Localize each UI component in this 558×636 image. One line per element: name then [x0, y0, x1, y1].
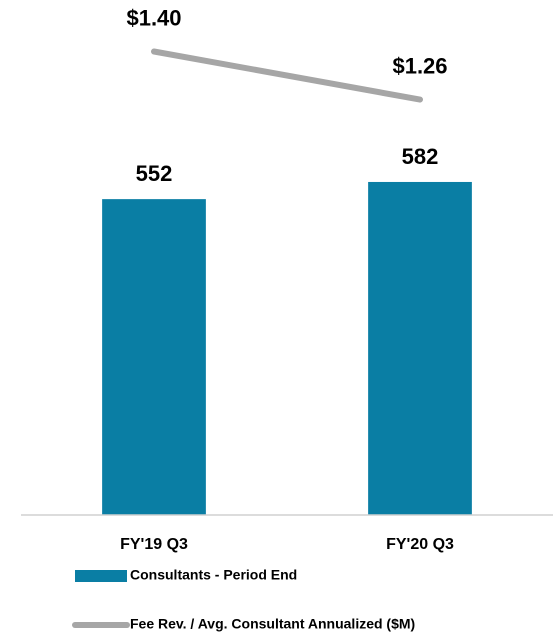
- data-label: $1.40: [126, 5, 181, 30]
- line: [151, 48, 423, 103]
- x-tick-label: FY'20 Q3: [386, 536, 454, 553]
- data-label: $1.26: [392, 53, 447, 78]
- legend-label: Fee Rev. / Avg. Consultant Annualized ($…: [130, 616, 415, 632]
- data-label: 552: [136, 161, 173, 186]
- data-label: 582: [402, 144, 439, 169]
- x-tick-label: FY'19 Q3: [120, 536, 188, 553]
- bar: [368, 181, 472, 515]
- bar: [102, 199, 206, 515]
- legend-label: Consultants - Period End: [130, 567, 297, 583]
- legend-swatch: [75, 570, 127, 582]
